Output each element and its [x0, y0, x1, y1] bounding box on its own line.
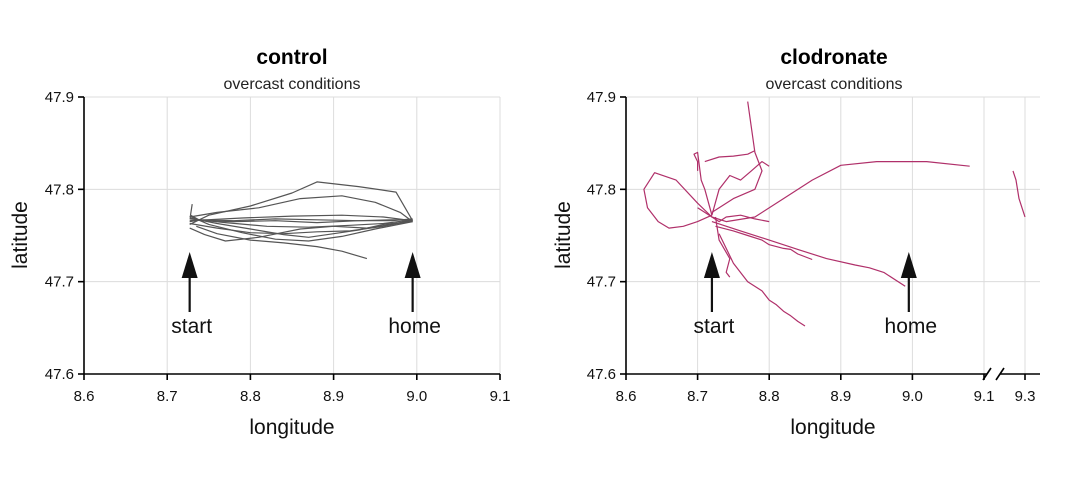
annotation-label: home: [885, 315, 938, 338]
flight-track: [189, 181, 414, 225]
flight-tracks: [643, 101, 1026, 327]
arrow-head-icon: [181, 252, 198, 278]
home-annotation: home: [885, 252, 938, 338]
x-tick-label: 8.7: [157, 388, 178, 405]
start-annotation: start: [693, 252, 735, 338]
flight-track: [718, 233, 806, 327]
arrow-head-icon: [703, 252, 720, 278]
axes: 8.6 8.7 8.8 8.9 9.0 9.1 47.6 47.7 47.8 47.9: [45, 89, 511, 405]
flight-track: [189, 218, 413, 228]
flight-track: [189, 214, 413, 222]
panel-subtitle: overcast conditions: [766, 76, 903, 93]
flight-track: [189, 195, 413, 223]
flight-track: [1012, 170, 1026, 218]
x-tick-label: 9.1: [974, 388, 995, 405]
y-tick-label: 47.6: [587, 366, 616, 383]
x-tick-label: 8.8: [240, 388, 261, 405]
annotation-label: home: [388, 315, 441, 338]
flight-track: [714, 216, 731, 278]
flight-track: [189, 204, 413, 224]
flight-track: [711, 101, 763, 213]
x-tick-label: 9.1: [490, 388, 511, 405]
flight-track: [189, 215, 413, 242]
annotation-label: start: [171, 315, 212, 338]
x-tick-label: 8.6: [616, 388, 637, 405]
x-tick-label: 9.0: [902, 388, 923, 405]
panel-title: clodronate: [780, 46, 887, 69]
control-panel: control overcast conditions longitude la…: [9, 46, 510, 439]
annotation-label: start: [693, 315, 734, 338]
flight-track: [711, 161, 770, 216]
x-tick-label: 8.9: [830, 388, 851, 405]
panel-subtitle: overcast conditions: [224, 76, 361, 93]
y-tick-label: 47.8: [45, 181, 74, 198]
flight-track: [189, 219, 413, 242]
x-tick-label: 8.9: [323, 388, 344, 405]
x-tick-label: 9.3: [1015, 388, 1036, 405]
clodronate-panel: clodronate overcast conditions longitude…: [552, 46, 1040, 439]
y-tick-label: 47.8: [587, 181, 616, 198]
y-tick-label: 47.7: [45, 274, 74, 291]
x-axis-label: longitude: [249, 416, 334, 439]
flight-track: [711, 161, 970, 223]
x-tick-label: 8.6: [74, 388, 95, 405]
y-tick-label: 47.6: [45, 366, 74, 383]
x-tick-label: 9.0: [406, 388, 427, 405]
flight-track: [189, 217, 413, 238]
flight-track: [189, 220, 413, 235]
home-annotation: home: [388, 252, 441, 338]
flight-track: [693, 151, 713, 216]
grid: [84, 96, 501, 374]
x-axis-label: longitude: [790, 416, 875, 439]
axes: 8.6 8.7 8.8 8.9 9.0 9.1 9.3 47.6 47.7 47.8 47.9: [587, 89, 1040, 405]
panel-title: control: [256, 46, 327, 69]
grid: [626, 96, 1040, 374]
y-tick-label: 47.7: [587, 274, 616, 291]
flight-track: [715, 225, 813, 261]
flight-track: [711, 221, 906, 287]
flight-track: [697, 207, 770, 223]
arrow-head-icon: [404, 252, 421, 278]
y-axis-label: latitude: [552, 201, 575, 269]
x-tick-label: 8.7: [687, 388, 708, 405]
flight-tracks: [189, 181, 414, 260]
y-axis-label: latitude: [9, 201, 32, 269]
y-tick-label: 47.9: [587, 89, 616, 106]
start-annotation: start: [171, 252, 212, 338]
axis-break-mark: [995, 367, 1005, 381]
flight-track: [196, 225, 368, 260]
x-tick-label: 8.8: [759, 388, 780, 405]
y-tick-label: 47.9: [45, 89, 74, 106]
flight-track: [643, 172, 713, 229]
flight-track: [704, 150, 756, 163]
arrow-head-icon: [900, 252, 917, 278]
